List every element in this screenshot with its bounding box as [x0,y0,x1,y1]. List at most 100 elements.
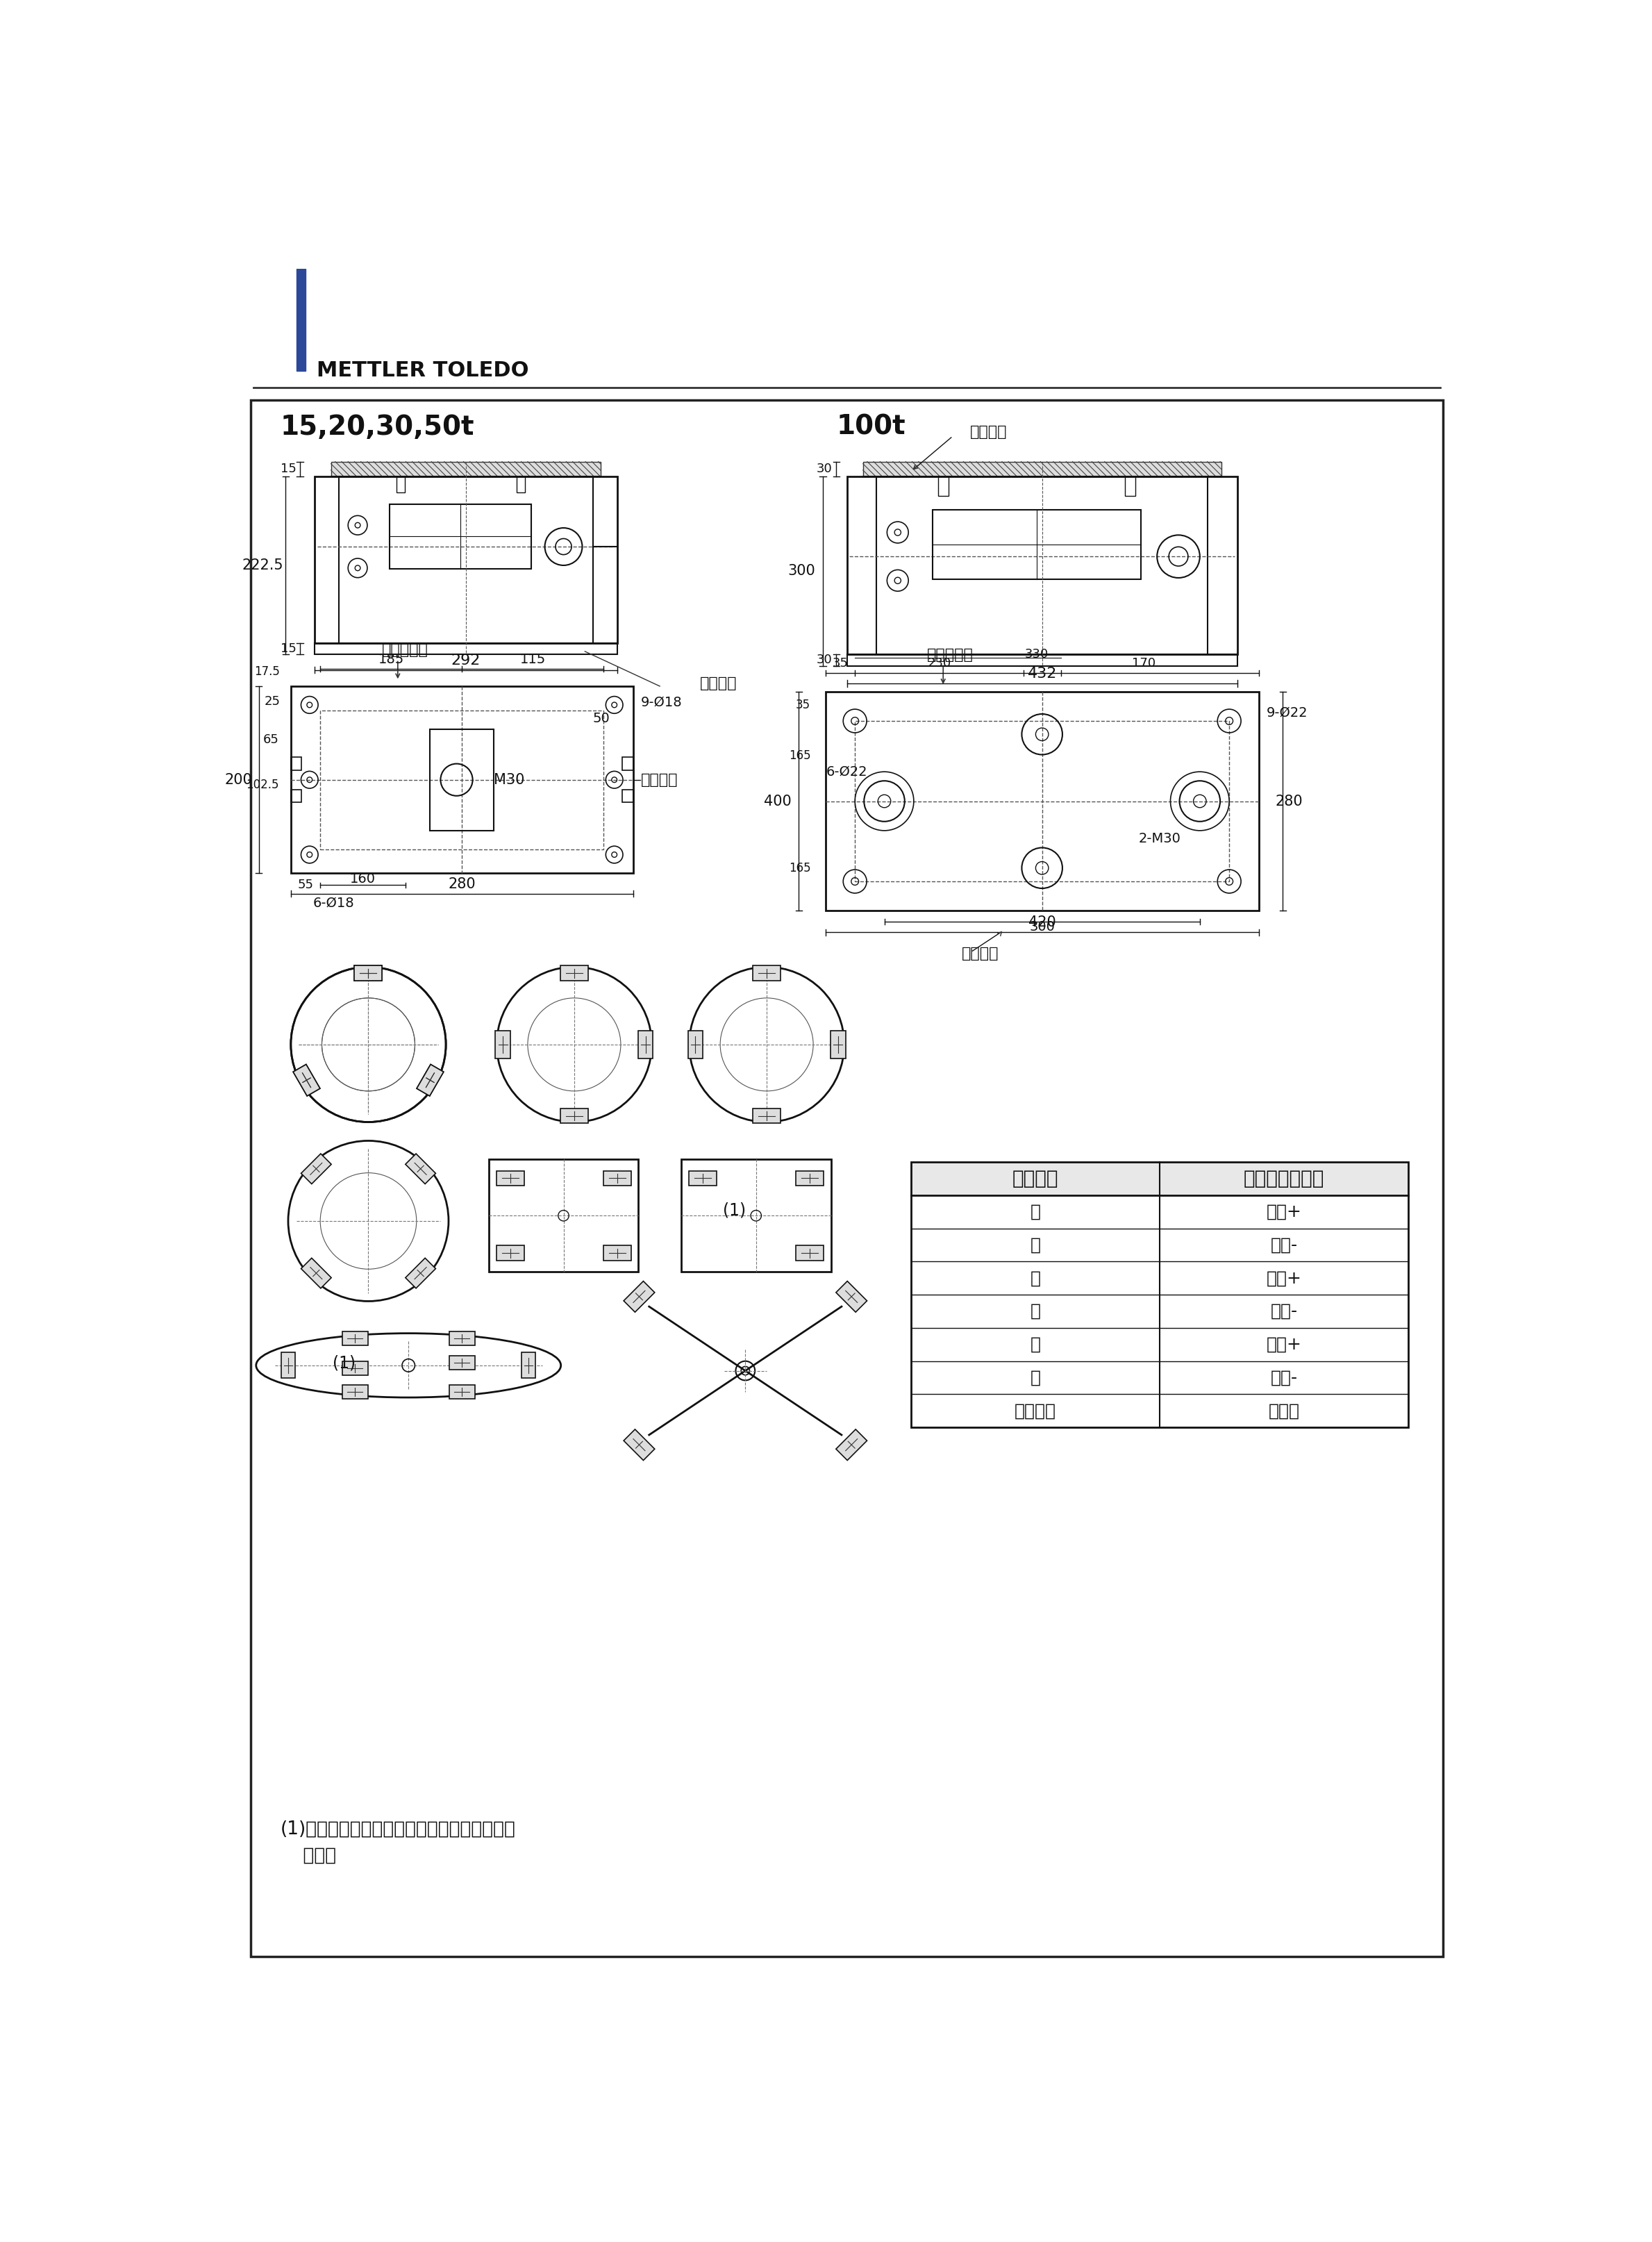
Text: 红: 红 [1031,1370,1041,1386]
Text: 反馈+: 反馈+ [1267,1269,1302,1287]
Bar [932,509,1142,578]
Text: 限位。: 限位。 [281,1847,337,1865]
Bar [862,462,1221,478]
Text: 信号-: 信号- [1270,1370,1297,1386]
Text: 280: 280 [1275,794,1303,807]
Text: 9-Ø22: 9-Ø22 [1267,706,1308,720]
Bar [856,722,1229,881]
Polygon shape [796,1170,823,1186]
Text: 165: 165 [788,749,811,762]
Text: 蓝: 蓝 [1031,1303,1041,1321]
Text: 9-Ø18: 9-Ø18 [641,695,682,708]
Polygon shape [342,1361,368,1374]
Text: 激励-: 激励- [1270,1238,1297,1253]
Text: 电缆颜色: 电缆颜色 [1013,1168,1059,1188]
Text: 185: 185 [378,652,405,666]
Bar [847,478,1237,655]
Polygon shape [449,1386,474,1399]
Text: METTLER TOLEDO: METTLER TOLEDO [317,361,529,381]
Text: 30: 30 [816,655,833,666]
Text: 黄: 黄 [1031,1269,1041,1287]
Polygon shape [603,1170,631,1186]
Text: 传感器中心: 传感器中心 [382,643,428,657]
Polygon shape [522,1352,535,1379]
Polygon shape [624,1430,654,1460]
Polygon shape [831,1031,846,1058]
Text: 35: 35 [833,657,849,670]
Bar [330,462,601,478]
Bar [296,269,306,370]
Polygon shape [301,1258,332,1289]
Polygon shape [342,1386,368,1399]
Text: 222.5: 222.5 [243,558,284,572]
Text: 200: 200 [225,773,253,787]
Text: 230: 230 [927,657,952,670]
Text: 400: 400 [763,794,791,807]
Text: 15: 15 [281,462,296,475]
Text: 100t: 100t [836,415,905,439]
Polygon shape [753,966,781,980]
Text: 102.5: 102.5 [246,778,279,791]
Polygon shape [416,1065,444,1096]
Polygon shape [560,1108,588,1123]
Text: 55: 55 [297,879,314,892]
Polygon shape [301,1155,332,1184]
Text: 165: 165 [788,861,811,874]
Polygon shape [405,1258,436,1289]
Text: 292: 292 [451,655,481,668]
Text: 65: 65 [263,733,279,747]
Text: 激励+: 激励+ [1267,1204,1302,1220]
Bar [623,758,633,771]
Text: 6-Ø22: 6-Ø22 [826,765,867,778]
Bar [291,686,633,874]
Polygon shape [836,1280,867,1312]
Text: M30: M30 [494,773,525,787]
Bar [291,789,302,803]
Bar [396,478,405,493]
Polygon shape [416,1065,444,1096]
Polygon shape [405,1155,436,1184]
Polygon shape [638,1031,653,1058]
Text: 2-M30: 2-M30 [1138,832,1181,845]
Text: 115: 115 [520,652,545,666]
Polygon shape [342,1332,368,1345]
Text: 屏蔽线: 屏蔽线 [1269,1403,1300,1419]
Polygon shape [836,1430,867,1460]
Polygon shape [496,1247,524,1260]
Bar [681,1159,831,1271]
Polygon shape [355,966,382,980]
Text: 50: 50 [593,711,610,724]
Bar [847,655,1237,666]
Bar [826,691,1259,910]
Text: 白: 白 [1031,1336,1041,1352]
Text: 垂直限位: 垂直限位 [970,426,1008,439]
Text: 300: 300 [1029,919,1056,933]
Text: 垂直限位: 垂直限位 [700,677,737,691]
Text: 432: 432 [1028,666,1057,682]
Polygon shape [292,1065,320,1096]
Bar [623,789,633,803]
Bar [912,1161,1409,1195]
Text: (1)布置时，四只称重模块中有一只应去掉侧向: (1)布置时，四只称重模块中有一只应去掉侧向 [281,1821,515,1838]
Text: 160: 160 [350,872,377,886]
Bar [912,1161,1409,1428]
Bar [316,478,616,643]
Text: 侧向限位: 侧向限位 [961,946,999,960]
Text: 15,20,30,50t: 15,20,30,50t [281,415,474,439]
Polygon shape [496,1170,524,1186]
Text: 30: 30 [816,462,833,475]
Polygon shape [796,1247,823,1260]
Text: 绿: 绿 [1031,1204,1041,1220]
Text: (1): (1) [332,1354,355,1372]
Text: 黑: 黑 [1031,1238,1041,1253]
Text: 420: 420 [1028,915,1056,930]
Text: 色标（六芯线）: 色标（六芯线） [1244,1168,1325,1188]
Text: 170: 170 [1132,657,1155,670]
Bar [1125,478,1135,495]
Text: 15: 15 [281,643,296,655]
Text: 300: 300 [788,565,816,578]
Polygon shape [496,1031,510,1058]
Bar [291,758,302,771]
Text: 280: 280 [448,877,476,890]
Bar [489,1159,638,1271]
